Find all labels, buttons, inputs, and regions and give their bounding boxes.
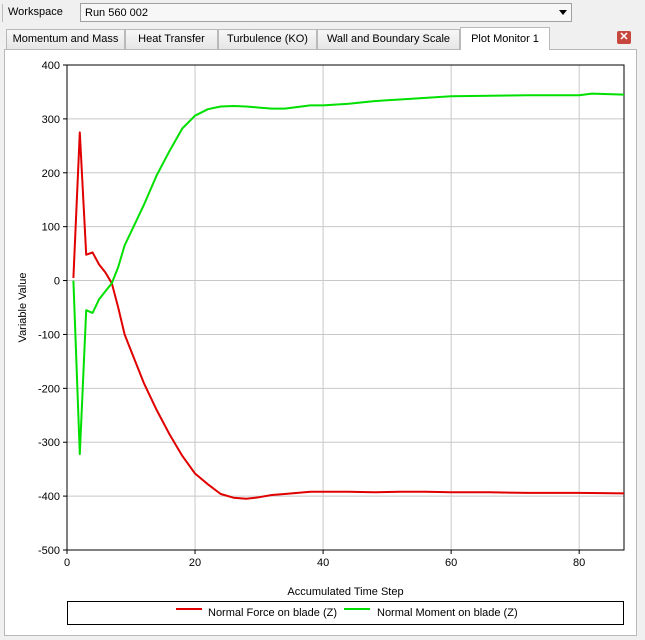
- y-tick-label: 300: [42, 114, 60, 126]
- legend-label-force: Normal Force on blade (Z): [208, 607, 337, 619]
- x-tick-label: 60: [445, 557, 457, 569]
- y-tick-label: 0: [54, 276, 60, 288]
- y-tick-label: 100: [42, 222, 60, 234]
- workspace-select-value: Run 560 002: [85, 7, 148, 19]
- y-tick-label: -200: [38, 383, 60, 395]
- toolbar-separator: [2, 4, 3, 22]
- x-axis-label: Accumulated Time Step: [287, 586, 403, 598]
- series-line-normal-force: [72, 131, 625, 500]
- tab-turbulence-ko[interactable]: Turbulence (KO): [218, 29, 317, 49]
- workspace-label: Workspace: [8, 6, 63, 18]
- close-icon[interactable]: ✕: [617, 31, 631, 44]
- tab-wall-and-boundary-scale[interactable]: Wall and Boundary Scale: [317, 29, 460, 49]
- legend-swatch-force: [176, 608, 202, 610]
- tab-plot-monitor-1[interactable]: Plot Monitor 1: [460, 27, 550, 50]
- y-tick-label: -300: [38, 437, 60, 449]
- y-tick-label: 200: [42, 168, 60, 180]
- y-axis-ticks: 400 300 200 100 0 -100 -200 -300 -400 -500: [38, 60, 67, 557]
- chart-legend: Normal Force on blade (Z) Normal Moment …: [67, 601, 624, 625]
- x-tick-label: 40: [317, 557, 329, 569]
- legend-swatch-moment: [344, 608, 370, 610]
- workspace-toolbar: Workspace Run 560 002: [0, 0, 645, 26]
- y-tick-label: -100: [38, 329, 60, 341]
- tab-heat-transfer[interactable]: Heat Transfer: [125, 29, 218, 49]
- plot-panel: [4, 49, 637, 636]
- y-tick-label: -500: [38, 545, 60, 557]
- y-axis-label: Variable Value: [17, 273, 29, 343]
- x-tick-label: 0: [64, 557, 70, 569]
- x-tick-label: 20: [189, 557, 201, 569]
- chart-grid: [66, 64, 624, 551]
- chart-series: [72, 92, 625, 500]
- tab-bar: Momentum and Mass Heat Transfer Turbulen…: [0, 27, 645, 50]
- x-tick-label: 80: [573, 557, 585, 569]
- plot-frame: [66, 64, 625, 551]
- chevron-down-icon[interactable]: [559, 10, 567, 15]
- series-line-normal-moment: [72, 92, 625, 456]
- y-tick-label: -400: [38, 491, 60, 503]
- x-axis-ticks: 0 20 40 60 80: [64, 550, 585, 569]
- y-tick-label: 400: [42, 60, 60, 72]
- workspace-select[interactable]: Run 560 002: [80, 3, 572, 22]
- tab-momentum-and-mass[interactable]: Momentum and Mass: [6, 29, 125, 49]
- legend-label-moment: Normal Moment on blade (Z): [377, 607, 518, 619]
